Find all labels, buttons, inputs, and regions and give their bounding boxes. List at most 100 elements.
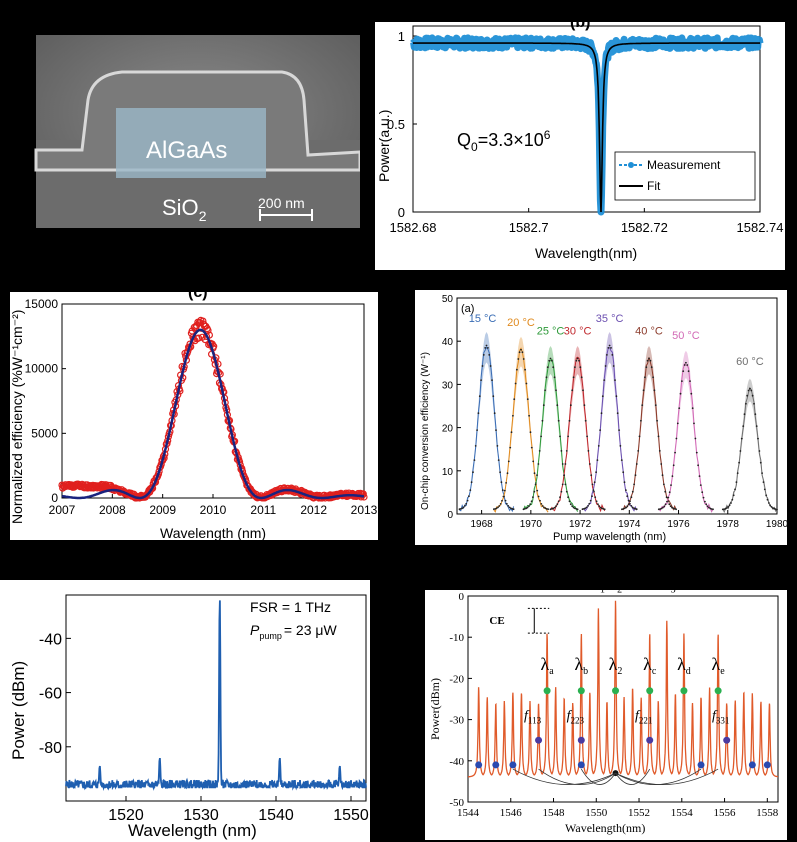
chart-e-svg: 1520 1530 1540 1550 -40 -60 -80 FSR = 1 THz Pp… <box>9 594 369 840</box>
chart-d-series-point <box>612 365 615 367</box>
chart-d-series-point <box>675 437 678 440</box>
chart-f-svg: 1544 1546 1548 1550 1552 1554 1556 1558 0 -10 -20 -… <box>428 590 779 835</box>
chart-d-series-point <box>497 459 500 461</box>
chart-d-series-point <box>459 508 462 510</box>
chart-f-arc <box>615 768 651 785</box>
chart-f-lambda-label: λe <box>712 654 726 677</box>
chart-d-series-point <box>556 404 559 407</box>
chart-d-series-point <box>742 425 745 427</box>
chart-d-series-point <box>555 389 557 392</box>
chart-d-series-point <box>634 508 637 510</box>
chart-d-series-point <box>563 474 565 477</box>
chart-d-series-point <box>593 481 596 484</box>
chart-d-series-point <box>686 364 689 366</box>
chart-d-series-point <box>590 474 593 477</box>
chart-d-series-point <box>492 395 495 398</box>
chart-f-blue-point <box>763 761 771 769</box>
chart-d-xtick-label: 1980 <box>766 519 787 530</box>
chart-f-blue-point <box>577 761 585 769</box>
chart-d-series-point <box>662 506 664 509</box>
chart-d-series-point <box>543 506 545 509</box>
chart-d-series-point <box>726 507 728 509</box>
chart-d-series-point <box>738 461 740 464</box>
chart-d-ylabel: On-chip conversion efficiency (W⁻¹) <box>420 352 431 510</box>
sio2-label: SiO <box>162 195 199 220</box>
chart-d-series-line <box>722 386 778 514</box>
chart-d-series-point <box>532 460 535 463</box>
chart-d-series-point <box>607 347 610 349</box>
chart-d-series-point <box>687 370 690 373</box>
chart-f-ce-label: CE <box>489 615 504 627</box>
chart-d-series-label: 60 °C <box>736 356 764 368</box>
chart-d-series-point <box>487 347 489 349</box>
chart-d-xtick-label: 1978 <box>717 519 740 530</box>
chart-d-ytick-label: 30 <box>442 380 454 391</box>
chart-d-series-point <box>587 505 589 507</box>
chart-f-lambda-label: λa <box>541 654 555 677</box>
chart-b-xtick-label: 1582.74 <box>737 220 784 235</box>
chart-d-series-point <box>635 508 638 511</box>
chart-d-series-point <box>509 446 512 449</box>
chart-d-series-point <box>468 495 470 498</box>
chart-d-series-point <box>597 445 600 447</box>
chart-d-plot-frame <box>456 297 778 515</box>
panel-a-sem-image: AlGaAs SiO2 200 nm <box>12 20 360 259</box>
chart-d-series-point <box>593 490 595 493</box>
chart-d-series-point <box>557 500 560 503</box>
chart-d-series-point <box>664 503 667 506</box>
chart-d-series-point <box>493 412 496 415</box>
chart-d-series-point <box>599 429 601 431</box>
chart-d-series-point <box>606 354 608 356</box>
chart-d-series-point <box>749 387 751 390</box>
chart-f-arc <box>580 768 616 785</box>
chart-e-spectrum-series <box>65 600 367 791</box>
chart-f-xtick-label: 1548 <box>543 807 566 819</box>
chart-d-series-point <box>770 506 773 508</box>
chart-d-series-point <box>730 502 732 504</box>
chart-f-ytick-label: -50 <box>449 797 464 809</box>
sem-bottom-bar <box>36 228 360 259</box>
chart-d-ytick-label: 10 <box>442 467 454 478</box>
chart-c-measurement-point <box>195 334 203 342</box>
chart-e-annotation-value: = 23 μW <box>284 622 338 638</box>
chart-b-xtick-label: 1582.68 <box>390 220 437 235</box>
chart-d-series-point <box>705 503 708 506</box>
chart-f-f-subscript: 223 <box>571 716 585 726</box>
chart-d-series-point <box>731 498 734 501</box>
chart-d-series-point <box>498 505 501 507</box>
chart-d-series-point <box>580 376 583 379</box>
chart-d-series-point <box>663 505 666 508</box>
chart-d-series-point <box>698 475 701 477</box>
chart-d-series-point <box>571 505 574 508</box>
chart-f-lambda-label: λ2 <box>609 654 623 677</box>
chart-d-xtick-label: 1970 <box>520 519 543 530</box>
chart-d-series-point <box>533 490 536 493</box>
chart-d-series-point <box>629 500 631 503</box>
chart-b-annotation-sup: 6 <box>544 128 551 142</box>
chart-d-series-point <box>578 359 580 362</box>
chart-d-series-band <box>621 346 677 510</box>
chart-d-series-point <box>650 366 653 369</box>
chart-f-lambda-subscript: e <box>720 666 725 677</box>
chart-d-series-point <box>704 500 706 503</box>
chart-f-green-point <box>543 687 551 695</box>
chart-d-series-point <box>526 506 529 509</box>
panel-f-chart: 1544 1546 1548 1550 1552 1554 1556 1558 0 -10 -20 -… <box>425 590 787 840</box>
chart-d-series-point <box>568 419 571 422</box>
chart-c-xtick-label: 2013 <box>351 503 378 517</box>
panel-d-chart: 1968 1970 1972 1974 1976 1978 1980 0 10 20 30 40 50 1… <box>415 290 787 545</box>
chart-d-series-point <box>644 376 646 379</box>
chart-d-series-point <box>614 379 616 381</box>
chart-f-xtick-label: 1544 <box>457 807 480 819</box>
chart-d-series-point <box>721 508 724 511</box>
chart-f-xlabel: Wavelength(nm) <box>565 821 645 835</box>
chart-d-series-point <box>697 464 699 467</box>
chart-d-series-point <box>595 471 597 474</box>
chart-d-series-point <box>762 481 765 483</box>
chart-c-ytick-label: 15000 <box>25 297 59 311</box>
chart-d-series-point <box>569 404 572 407</box>
chart-d-series-point <box>545 376 548 379</box>
chart-e-ytick-label: -80 <box>39 740 62 757</box>
chart-d-series-line <box>582 346 638 512</box>
